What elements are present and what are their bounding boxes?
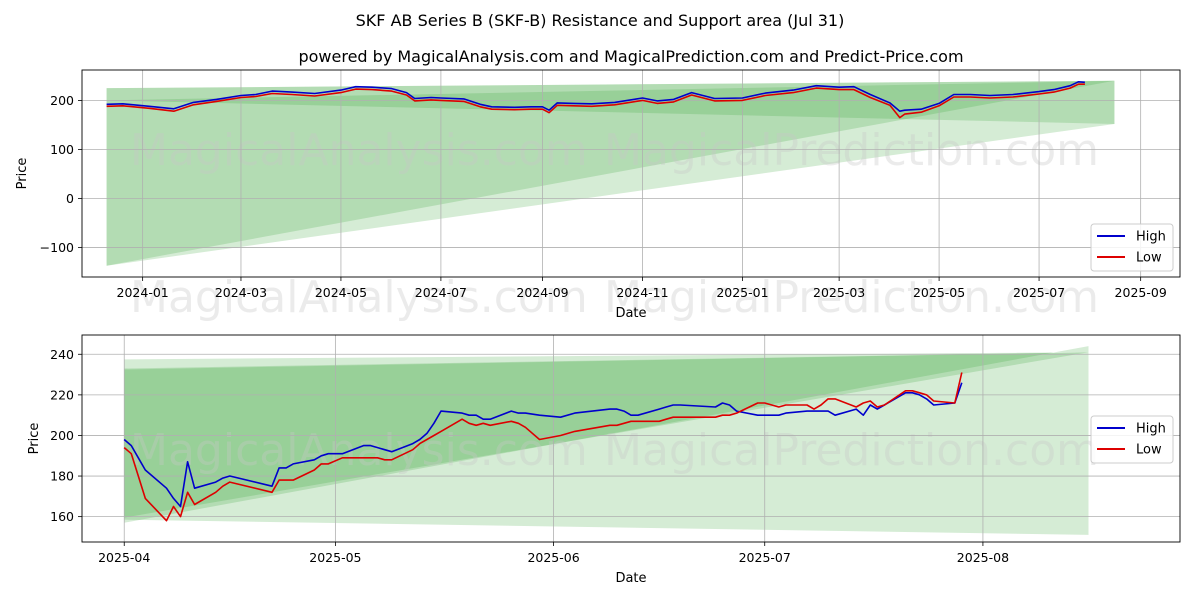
- watermark-text: MagicalAnalysis.com: [130, 425, 588, 476]
- watermark-text: MagicalAnalysis.com: [130, 125, 588, 176]
- y-tick-label: 200: [50, 93, 74, 108]
- series-line-high: [106, 81, 1085, 112]
- grid: [78, 70, 1180, 281]
- legend-label-high: High: [1136, 230, 1166, 245]
- x-tick-label: 2024-09: [516, 285, 568, 300]
- plot-frame: [81, 69, 1181, 278]
- grid: [78, 335, 1180, 546]
- x-tick-label: 2025-09: [1115, 285, 1167, 300]
- x-tick-label: 2025-07: [739, 550, 791, 565]
- series-line-high: [123, 382, 963, 508]
- y-tick-label: 240: [50, 347, 74, 362]
- x-tick-label: 2025-05: [309, 550, 361, 565]
- legend-label-low: Low: [1136, 251, 1162, 266]
- support-resistance-bands: [124, 346, 1089, 535]
- y-tick-label: 100: [50, 142, 74, 157]
- legend: High Low: [1090, 415, 1174, 464]
- chart-title: SKF AB Series B (SKF-B) Resistance and S…: [356, 11, 845, 30]
- y-tick-label: 200: [50, 428, 74, 443]
- bottom-chart-panel: MagicalAnalysis.com MagicalPrediction.com…: [27, 334, 1181, 586]
- legend: High Low: [1090, 223, 1174, 272]
- watermarks: MagicalAnalysis.com MagicalPrediction.com: [130, 425, 1099, 476]
- x-tick-label: 2024-01: [117, 285, 169, 300]
- y-tick-label: 220: [50, 387, 74, 402]
- y-tick-label: 160: [50, 509, 74, 524]
- y-tick-label: −100: [40, 240, 74, 255]
- legend-label-high: High: [1136, 422, 1166, 437]
- legend-label-low: Low: [1136, 443, 1162, 458]
- x-tick-label: 2025-05: [913, 285, 965, 300]
- x-axis-label: Date: [615, 571, 646, 586]
- x-tick-label: 2024-03: [215, 285, 267, 300]
- band-1: [124, 352, 1089, 518]
- x-tick-label: 2025-04: [98, 550, 150, 565]
- x-tick-label: 2025-06: [527, 550, 579, 565]
- x-tick-label: 2024-05: [315, 285, 367, 300]
- x-tick-label: 2025-07: [1013, 285, 1065, 300]
- chart-subtitle: powered by MagicalAnalysis.com and Magic…: [298, 47, 963, 66]
- x-tick-label: 2025-01: [716, 285, 768, 300]
- watermarks: MagicalAnalysis.com MagicalPrediction.com…: [130, 125, 1099, 323]
- watermark-text: MagicalAnalysis.com: [130, 272, 588, 323]
- plot-frame: [81, 334, 1181, 543]
- watermark-text: MagicalPrediction.com: [604, 425, 1099, 476]
- watermark-text: MagicalPrediction.com: [604, 272, 1099, 323]
- series-line-low: [106, 83, 1085, 119]
- x-tick-label: 2025-08: [957, 550, 1009, 565]
- y-tick-label: 0: [66, 191, 74, 206]
- band-0: [124, 346, 1089, 523]
- y-axis-label: Price: [15, 158, 30, 190]
- series-lines: [123, 372, 963, 522]
- band-0: [106, 80, 1115, 266]
- x-tick-label: 2025-03: [813, 285, 865, 300]
- x-axis-label: Date: [615, 306, 646, 321]
- series-line-low: [123, 372, 963, 522]
- top-chart-panel: MagicalAnalysis.com MagicalPrediction.com…: [15, 69, 1181, 323]
- x-tick-label: 2024-11: [616, 285, 668, 300]
- series-lines: [106, 81, 1085, 119]
- y-tick-label: 180: [50, 469, 74, 484]
- y-axis-label: Price: [27, 423, 42, 455]
- band-2: [124, 352, 1089, 535]
- x-tick-label: 2024-07: [415, 285, 467, 300]
- watermark-text: MagicalPrediction.com: [604, 125, 1099, 176]
- band-2: [106, 80, 1115, 266]
